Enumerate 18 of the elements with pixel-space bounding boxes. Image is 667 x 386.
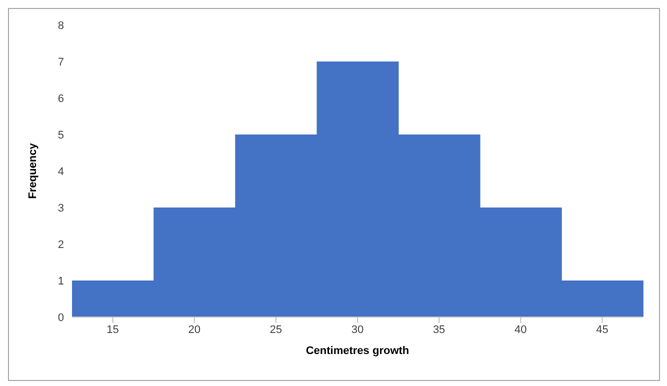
x-tick-label: 15 [106,324,119,336]
x-axis-title: Centimetres growth [306,345,410,357]
x-tick-label: 25 [270,324,282,336]
x-tick-label: 35 [432,324,446,336]
y-tick-label: 2 [58,238,64,251]
y-tick-label: 7 [58,56,64,68]
x-tick-label: 45 [596,324,608,336]
x-tick-label: 30 [351,324,364,336]
y-tick-label: 8 [58,20,64,32]
y-tick-label: 0 [58,312,64,324]
y-axis-title: Frequency [26,142,39,199]
y-tick-label: 4 [58,166,64,178]
x-tick-label: 20 [188,324,200,336]
y-tick-label: 6 [58,92,64,105]
x-tick-label: 40 [514,324,527,336]
y-tick-label: 1 [58,275,64,288]
y-tick-label: 3 [58,202,64,214]
y-tick-label: 5 [58,129,64,142]
